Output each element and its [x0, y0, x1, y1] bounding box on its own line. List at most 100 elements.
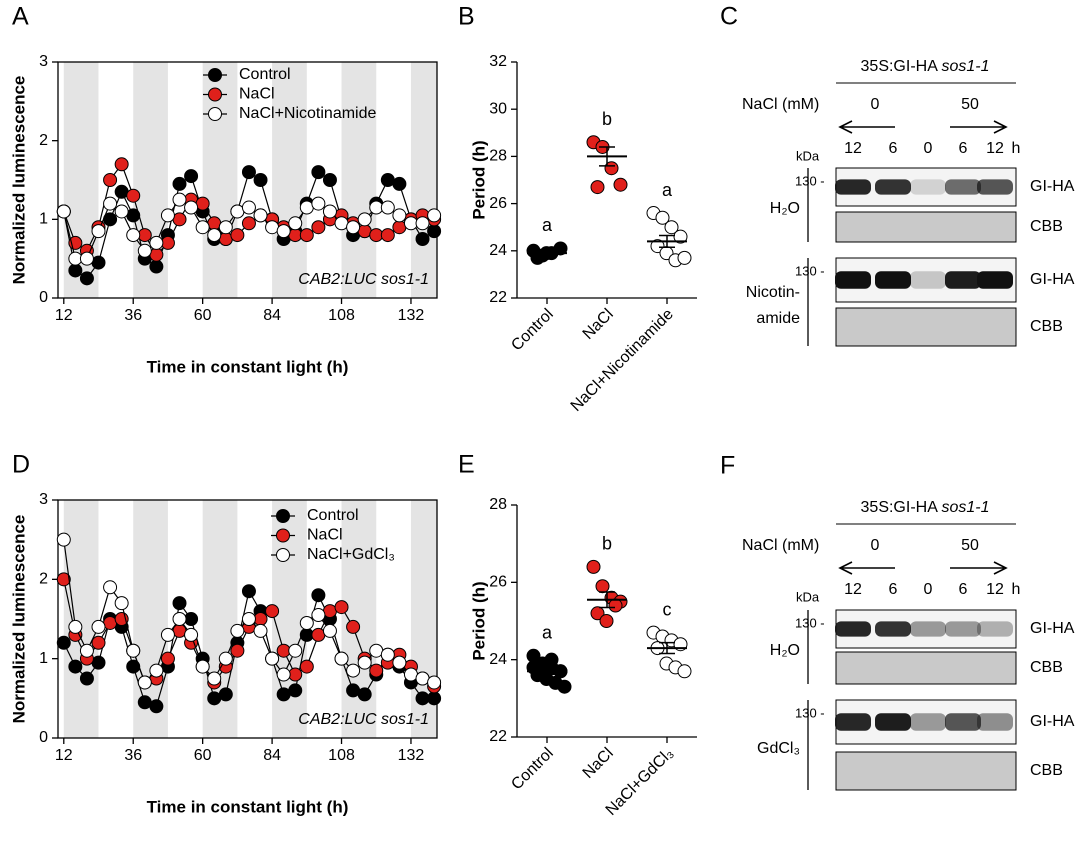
time-label: 12 [986, 581, 1004, 598]
legend-label: NaCl+GdCl₃ [307, 546, 395, 563]
significance-letter: a [542, 215, 553, 235]
data-point [590, 606, 605, 621]
data-point [218, 651, 233, 666]
protein-label: GI-HA [1030, 620, 1075, 637]
marker-label: 130 - [795, 705, 825, 720]
data-point [322, 173, 337, 187]
data-point [677, 250, 692, 265]
legend-marker [208, 68, 222, 82]
x-tick-label: Control [508, 745, 557, 794]
construct: 35S:GI-HA [861, 499, 939, 516]
data-point [557, 679, 572, 694]
data-point [184, 612, 199, 626]
data-point [299, 228, 314, 243]
data-point [288, 228, 303, 243]
data-point [346, 220, 361, 235]
data-point [172, 176, 187, 191]
treatment-label: NaCl (mM) [742, 537, 819, 554]
y-tick-label: 28 [489, 148, 507, 165]
data-point [184, 627, 199, 642]
x-tick-label: 36 [124, 307, 142, 324]
data-point [673, 229, 688, 244]
time-label: 0 [924, 140, 933, 157]
data-point [160, 208, 175, 223]
y-axis-label: Normalized luminescence [9, 515, 28, 724]
band [977, 271, 1013, 289]
time-label: 6 [959, 140, 968, 157]
y-tick-label: 3 [39, 491, 48, 508]
data-point [276, 643, 291, 658]
marker-label: 130 - [795, 263, 825, 278]
band [835, 271, 871, 289]
data-point [276, 667, 291, 682]
data-point [149, 247, 164, 262]
marker-label: 130 - [795, 615, 825, 630]
data-point [172, 612, 187, 626]
kda-label: kDa [796, 589, 820, 604]
blot-box [835, 609, 1017, 649]
data-point [334, 651, 349, 666]
data-point [160, 235, 175, 250]
band [945, 621, 981, 637]
data-point [415, 691, 430, 706]
data-point [160, 627, 175, 642]
x-tick-label: Control [508, 306, 557, 355]
data-point [56, 204, 71, 219]
data-point [346, 663, 361, 678]
data-point [392, 655, 407, 670]
loading-label: CBB [1030, 762, 1063, 779]
time-label: 6 [889, 140, 898, 157]
data-point [299, 615, 314, 630]
x-axis-label: Time in constant light (h) [147, 797, 349, 816]
data-point [68, 251, 83, 266]
data-point [230, 228, 245, 243]
data-point [126, 659, 141, 674]
significance-letter: b [602, 534, 612, 554]
data-point [311, 165, 326, 180]
legend-label: Control [307, 507, 359, 524]
data-point [380, 200, 395, 215]
data-point [380, 228, 395, 243]
band [977, 621, 1013, 637]
arrow [950, 120, 1008, 134]
data-point [311, 220, 326, 235]
data-point [218, 687, 233, 702]
data-point [311, 608, 326, 623]
data-point [346, 683, 361, 698]
data-point [172, 212, 187, 227]
data-point [91, 655, 106, 670]
data-point [427, 224, 442, 239]
condition-label: H₂O [770, 200, 800, 217]
data-point [195, 196, 210, 211]
data-point [334, 600, 349, 615]
data-point [265, 651, 280, 666]
time-label: 12 [844, 140, 862, 157]
band [875, 621, 911, 637]
time-unit: h [1012, 581, 1021, 598]
data-point [357, 212, 372, 227]
data-point [664, 220, 679, 235]
data-point [79, 271, 94, 286]
data-point [604, 161, 619, 176]
data-point [553, 241, 568, 256]
data-point [586, 559, 601, 574]
data-point [299, 200, 314, 215]
time-unit: h [1012, 140, 1021, 157]
data-point [357, 224, 372, 239]
time-label: 6 [889, 581, 898, 598]
panel-label: F [720, 452, 735, 480]
data-point [322, 623, 337, 638]
night-band [410, 62, 437, 298]
data-point [137, 228, 152, 243]
x-tick-label: 60 [194, 307, 212, 324]
data-point [114, 204, 129, 219]
data-point [276, 687, 291, 702]
data-point [79, 251, 94, 266]
data-point [126, 188, 141, 203]
data-point [253, 208, 268, 223]
loading-box [835, 211, 1017, 243]
data-point [415, 232, 430, 246]
legend-marker [208, 107, 222, 121]
data-point [392, 208, 407, 223]
